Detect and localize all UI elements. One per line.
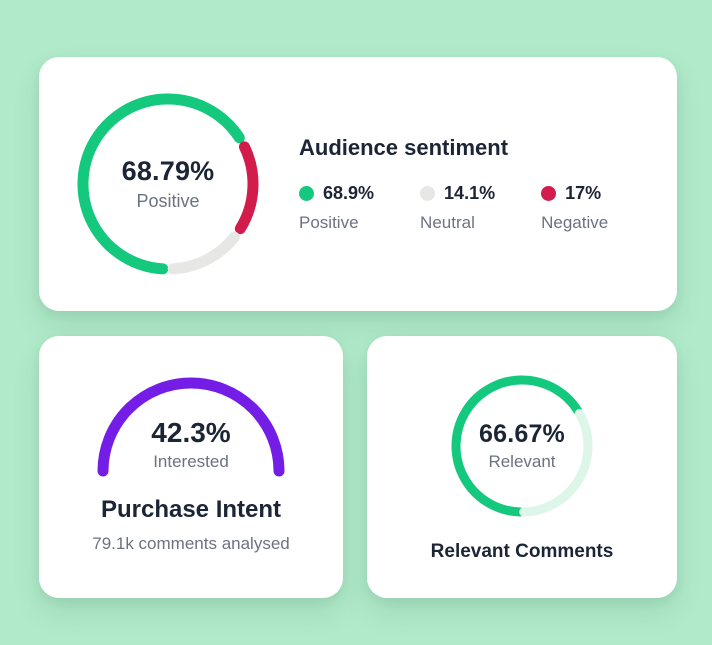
purchase-intent-card: 42.3% Interested Purchase Intent 79.1k c… — [39, 336, 343, 598]
audience-sentiment-card: 68.79% Positive Audience sentiment 68.9%… — [39, 57, 677, 311]
negative-label: Negative — [541, 213, 609, 232]
sentiment-legend: 68.9% Positive 14.1% Neutral 17% — [299, 183, 613, 233]
purchase-gauge: 42.3% Interested — [91, 367, 291, 482]
relevant-comments-card: 66.67% Relevant Relevant Comments — [367, 336, 677, 598]
positive-label: Positive — [299, 213, 359, 232]
sentiment-donut-chart — [77, 93, 259, 275]
sentiment-title: Audience sentiment — [299, 135, 509, 160]
sentiment-details: Audience sentiment 68.9% Positive 14.1% … — [299, 135, 613, 233]
positive-dot-icon — [299, 186, 314, 201]
relevant-donut: 66.67% Relevant — [447, 371, 597, 521]
purchase-gauge-chart — [97, 377, 285, 477]
neutral-label: Neutral — [420, 213, 475, 232]
legend-item-neutral: 14.1% Neutral — [420, 183, 495, 233]
relevant-donut-chart — [451, 375, 593, 517]
neutral-dot-icon — [420, 186, 436, 201]
bottom-row: 42.3% Interested Purchase Intent 79.1k c… — [39, 336, 677, 598]
legend-item-positive: 68.9% Positive — [299, 183, 374, 233]
neutral-value: 14.1% — [444, 183, 496, 203]
relevant-title: Relevant Comments — [430, 541, 614, 562]
sentiment-donut: 68.79% Positive — [77, 93, 259, 275]
legend-item-negative: 17% Negative — [541, 183, 613, 233]
negative-dot-icon — [541, 186, 557, 201]
purchase-title: Purchase Intent — [100, 496, 282, 523]
negative-value: 17% — [565, 183, 602, 203]
purchase-subtitle: 79.1k comments analysed — [92, 534, 290, 553]
positive-value: 68.9% — [323, 183, 375, 203]
